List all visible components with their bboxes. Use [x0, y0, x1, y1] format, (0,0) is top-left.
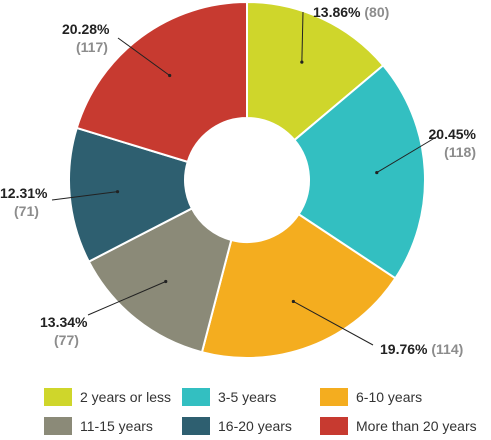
leader-dot — [168, 73, 172, 78]
leader-dot — [115, 190, 120, 194]
legend-item-16-20-years: 16-20 years — [182, 416, 292, 436]
legend-item-11-15-years: 11-15 years — [44, 416, 153, 436]
legend-swatch — [44, 417, 72, 435]
data-label-11-15-years: 13.34% — [40, 314, 88, 330]
leader-dot — [164, 279, 168, 284]
legend-swatch — [320, 417, 348, 435]
donut-chart: 13.86% (80) 20.45% (118) 19.76% (114) 13.34%… — [0, 0, 477, 359]
chart-legend: 2 years or less 3-5 years 6-10 years 11-… — [44, 387, 491, 437]
legend-label: More than 20 years — [356, 418, 477, 434]
legend-swatch — [44, 388, 72, 406]
leader-line — [301, 11, 304, 63]
leader-dot — [291, 299, 295, 304]
legend-swatch — [320, 388, 348, 406]
legend-label: 2 years or less — [80, 389, 172, 405]
legend-label: 6-10 years — [356, 389, 423, 405]
data-label-6-10-years: 19.76% (114) — [380, 341, 463, 357]
data-label-3-5-years: 20.45% — [429, 126, 477, 142]
legend-item-6-10-years: 6-10 years — [320, 387, 422, 407]
leader-line — [87, 281, 166, 316]
legend-item-3-5-years: 3-5 years — [182, 387, 276, 407]
count-label-11-15-years: (77) — [54, 332, 79, 348]
legend-item-2-years-or-less: 2 years or less — [44, 387, 171, 407]
leader-line — [51, 191, 118, 201]
slice-3-5-years — [293, 63, 426, 280]
data-label-2-years-or-less: 13.86% (80) — [313, 4, 389, 20]
legend-item-more-than-20-years: More than 20 years — [320, 416, 477, 436]
legend-swatch — [182, 417, 210, 435]
leader-dot — [375, 170, 379, 175]
legend-swatch — [182, 388, 210, 406]
legend-label: 16-20 years — [218, 418, 292, 434]
leader-line — [117, 37, 170, 76]
slice-6-10-years — [200, 212, 397, 359]
data-label-16-20-years: 12.31% — [0, 185, 48, 201]
slice-2-years-or-less — [246, 0, 385, 142]
leader-line — [293, 301, 374, 346]
count-label-3-5-years: (118) — [444, 144, 476, 160]
data-label-more-than-20-years: 20.28% — [62, 21, 110, 37]
slice-11-15-years — [87, 207, 233, 354]
count-label-16-20-years: (71) — [14, 203, 39, 219]
leader-dot — [300, 60, 304, 64]
count-label-more-than-20-years: (117) — [76, 39, 108, 55]
legend-label: 11-15 years — [80, 418, 153, 434]
slice-16-20-years — [68, 126, 194, 263]
legend-label: 3-5 years — [218, 389, 277, 405]
leader-line — [376, 135, 439, 174]
slice-more-than-20-years — [75, 0, 248, 164]
